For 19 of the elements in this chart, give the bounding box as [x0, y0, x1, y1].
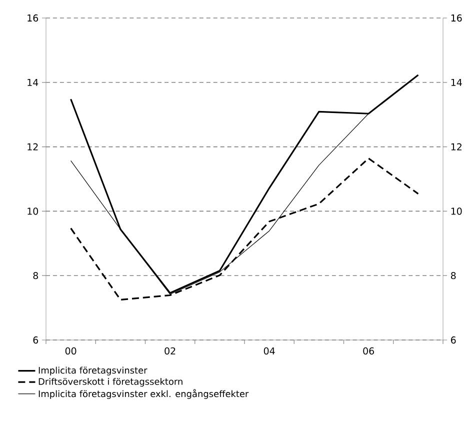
y-tick-label: 8: [33, 272, 38, 280]
y2-tick-label: 10: [451, 208, 462, 215]
x-tick-label: 06: [363, 347, 374, 355]
y2-tick-label: 12: [451, 143, 462, 150]
y-tick-label: 6: [33, 336, 38, 344]
y-tick-label: 10: [28, 208, 38, 215]
legend-label: Implicita företagsvinster: [38, 366, 148, 376]
y-tick-label: 16: [28, 14, 38, 22]
x-tick-label: 04: [264, 347, 275, 355]
y2-tick-label: 14: [451, 78, 462, 86]
y2-tick-label: 16: [451, 14, 462, 22]
y2-tick-label: 8: [451, 272, 456, 280]
x-tick-label: 02: [164, 347, 176, 355]
x-tick-label: 00: [65, 347, 76, 355]
y-tick-label: 12: [28, 143, 38, 150]
y2-tick-label: 6: [451, 336, 456, 344]
legend-label: Driftsöverskott i företagssektorn: [38, 378, 182, 387]
legend-label: Implicita företagsvinster exkl. engångseffekter: [38, 389, 249, 399]
y-tick-label: 14: [28, 78, 38, 86]
